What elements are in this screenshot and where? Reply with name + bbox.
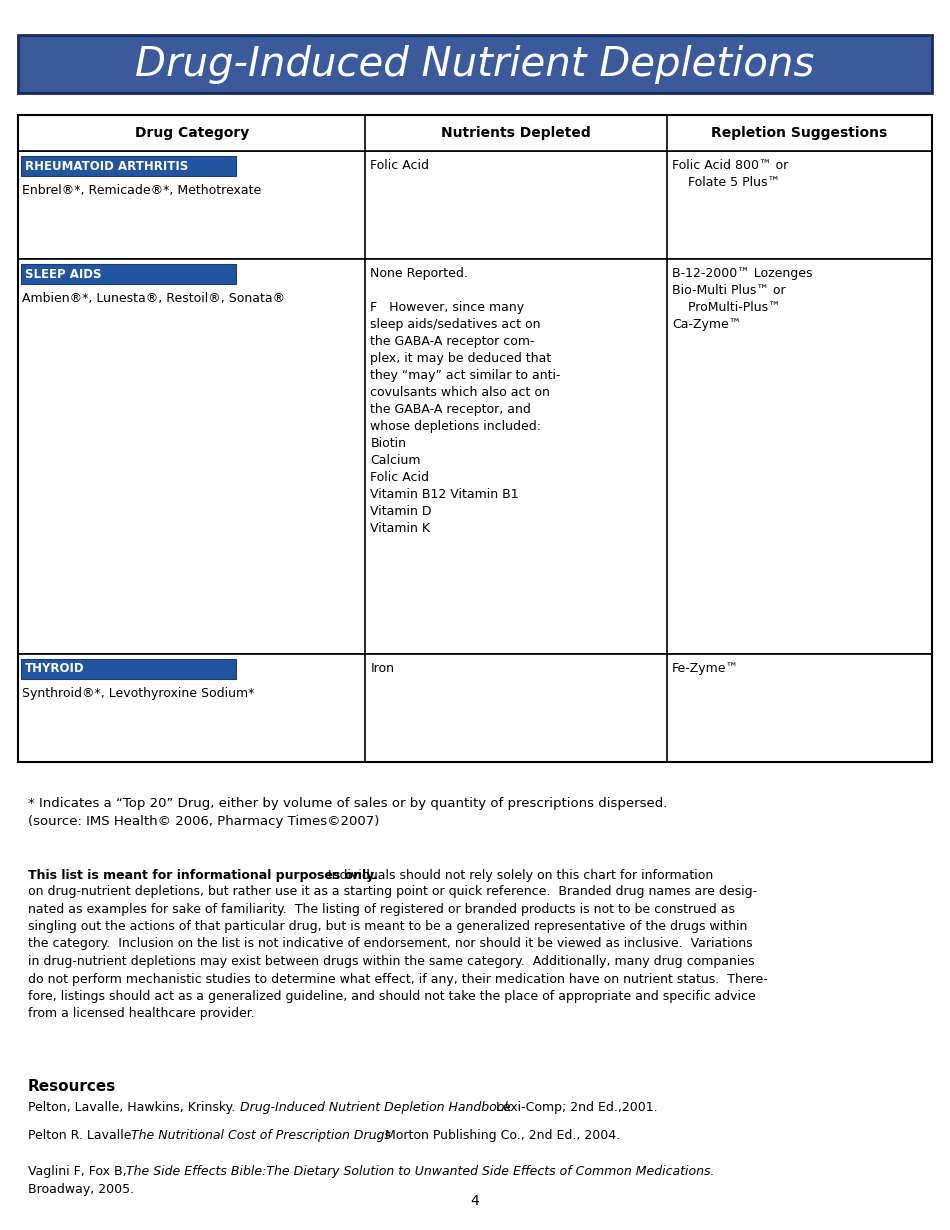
Text: SLEEP AIDS: SLEEP AIDS [25, 267, 102, 280]
Text: Drug Category: Drug Category [135, 125, 249, 140]
Text: B-12-2000™ Lozenges
Bio-Multi Plus™ or
    ProMulti-Plus™
Ca-Zyme™: B-12-2000™ Lozenges Bio-Multi Plus™ or P… [672, 267, 812, 331]
Bar [21, 156, 237, 176]
Text: .  Lexi-Comp; 2nd Ed.,2001.: . Lexi-Comp; 2nd Ed.,2001. [484, 1101, 657, 1114]
Text: Vaglini F, Fox B,: Vaglini F, Fox B, [28, 1165, 130, 1178]
Bar [21, 264, 237, 284]
Bar [18, 654, 932, 763]
Text: Enbrel®*, Remicade®*, Methotrexate: Enbrel®*, Remicade®*, Methotrexate [22, 184, 261, 197]
Text: Ambien®*, Lunesta®, Restoil®, Sonata®: Ambien®*, Lunesta®, Restoil®, Sonata® [22, 292, 285, 305]
Text: RHEUMATOID ARTHRITIS: RHEUMATOID ARTHRITIS [25, 160, 188, 172]
Text: Pelton R. Lavalle.: Pelton R. Lavalle. [28, 1129, 143, 1141]
Text: Repletion Suggestions: Repletion Suggestions [712, 125, 887, 140]
Text: This list is meant for informational purposes only.: This list is meant for informational pur… [28, 870, 378, 882]
Text: on drug-nutrient depletions, but rather use it as a starting point or quick refe: on drug-nutrient depletions, but rather … [28, 886, 768, 1021]
Text: * Indicates a “Top 20” Drug, either by volume of sales or by quantity of prescri: * Indicates a “Top 20” Drug, either by v… [28, 797, 667, 811]
Text: 4: 4 [470, 1194, 480, 1208]
Text: Drug-Induced Nutrient Depletion Handbook: Drug-Induced Nutrient Depletion Handbook [240, 1101, 512, 1114]
Text: (source: IMS Health© 2006, Pharmacy Times©2007): (source: IMS Health© 2006, Pharmacy Time… [28, 815, 379, 828]
Text: Folic Acid 800™ or
    Folate 5 Plus™: Folic Acid 800™ or Folate 5 Plus™ [672, 159, 788, 189]
Bar [18, 260, 932, 654]
Bar [18, 114, 932, 763]
Text: Folic Acid: Folic Acid [370, 159, 429, 172]
Text: ., Morton Publishing Co., 2nd Ed., 2004.: ., Morton Publishing Co., 2nd Ed., 2004. [373, 1129, 620, 1141]
Text: None Reported.

F   However, since many
sleep aids/sedatives act on
the GABA-A r: None Reported. F However, since many sle… [370, 267, 560, 535]
Text: Broadway, 2005.: Broadway, 2005. [28, 1183, 134, 1196]
Text: The Nutritional Cost of Prescription Drugs: The Nutritional Cost of Prescription Dru… [131, 1129, 390, 1141]
Bar [18, 114, 932, 151]
Bar [18, 151, 932, 260]
Text: The Side Effects Bible:The Dietary Solution to Unwanted Side Effects of Common M: The Side Effects Bible:The Dietary Solut… [126, 1165, 714, 1178]
Text: Pelton, Lavalle, Hawkins, Krinsky.: Pelton, Lavalle, Hawkins, Krinsky. [28, 1101, 243, 1114]
Text: Fe-Zyme™: Fe-Zyme™ [672, 662, 739, 675]
Bar [21, 659, 237, 679]
Text: Resources: Resources [28, 1079, 116, 1093]
Bar [18, 34, 932, 93]
Text: Individuals should not rely solely on this chart for information: Individuals should not rely solely on th… [320, 870, 713, 882]
Text: Iron: Iron [370, 662, 394, 675]
Text: Synthroid®*, Levothyroxine Sodium*: Synthroid®*, Levothyroxine Sodium* [22, 688, 255, 700]
Text: THYROID: THYROID [25, 663, 85, 675]
Text: Drug-Induced Nutrient Depletions: Drug-Induced Nutrient Depletions [135, 44, 815, 84]
Text: Nutrients Depleted: Nutrients Depleted [441, 125, 591, 140]
